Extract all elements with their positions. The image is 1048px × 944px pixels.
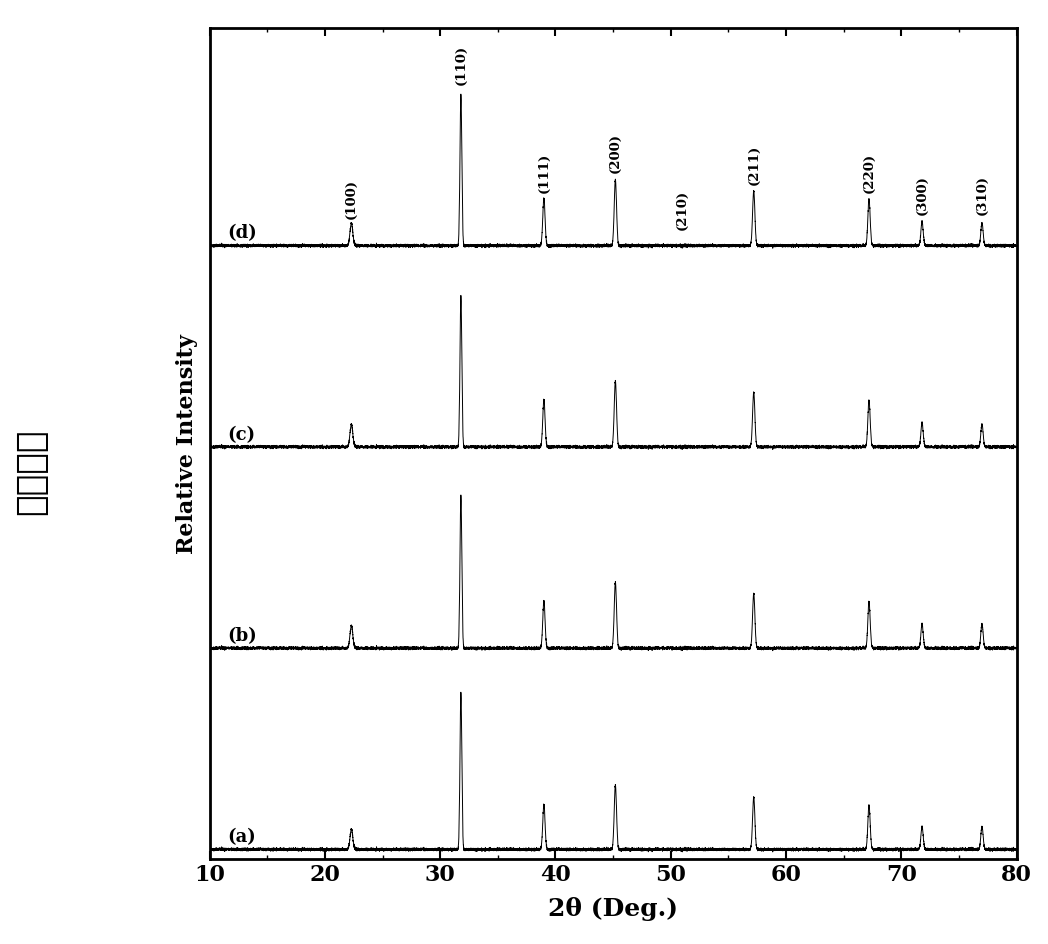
Text: (300): (300) (916, 176, 929, 215)
Text: (211): (211) (747, 145, 760, 185)
Text: (b): (b) (226, 627, 257, 645)
Y-axis label: Relative Intensity: Relative Intensity (176, 334, 198, 553)
Text: (220): (220) (863, 153, 875, 194)
Text: (200): (200) (609, 133, 621, 173)
Text: (310): (310) (976, 175, 988, 215)
X-axis label: 2θ (Deg.): 2θ (Deg.) (548, 897, 678, 921)
Text: (a): (a) (226, 828, 256, 846)
Text: (111): (111) (538, 153, 550, 194)
Text: (d): (d) (226, 225, 257, 243)
Text: 相对密度: 相对密度 (15, 429, 48, 515)
Text: (210): (210) (676, 190, 689, 229)
Text: (110): (110) (455, 44, 467, 85)
Text: (c): (c) (226, 426, 255, 444)
Text: (100): (100) (345, 179, 358, 219)
